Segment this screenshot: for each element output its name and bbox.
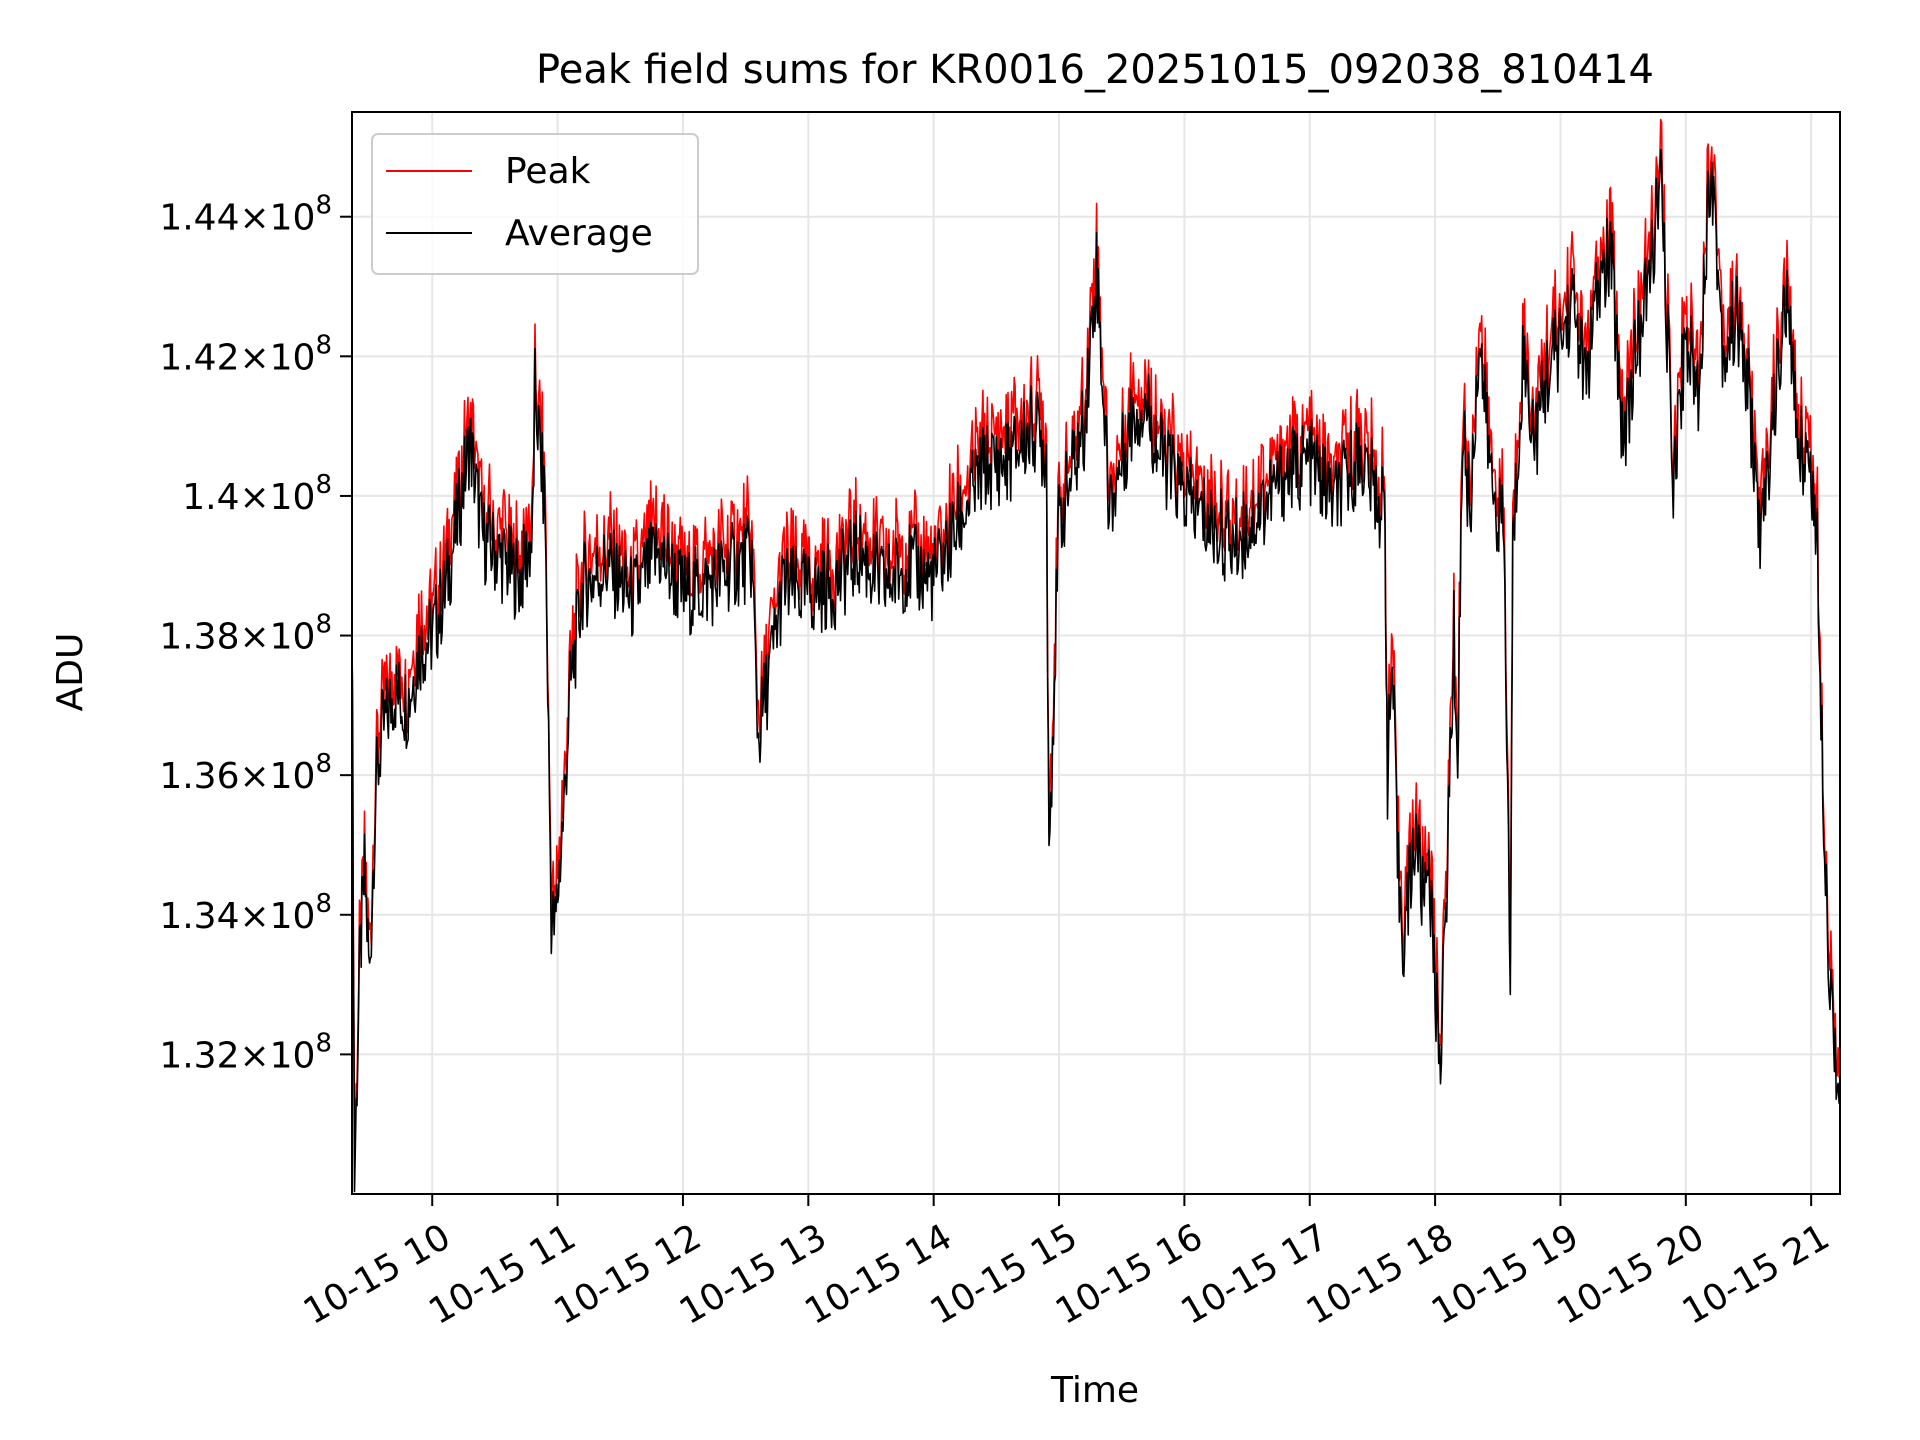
plot-frame	[351, 111, 1841, 1195]
legend-average-label: Average	[505, 213, 653, 254]
y-tick-label: 1.38×108	[159, 610, 332, 658]
series-average-line	[351, 148, 1841, 1193]
y-tick-label: 1.42×108	[159, 330, 332, 378]
chart-title: Peak field sums for KR0016_20251015_0920…	[536, 47, 1654, 93]
legend-peak-label: Peak	[505, 151, 591, 192]
y-tick-label: 1.32×108	[159, 1028, 332, 1076]
grid	[352, 112, 1840, 1194]
x-axis-label: Time	[1050, 1370, 1139, 1411]
y-tick-label: 1.36×108	[159, 749, 332, 797]
legend-box	[371, 133, 699, 275]
y-axis-label: ADU	[50, 633, 91, 712]
y-tick-label: 1.4×108	[182, 470, 332, 518]
y-tick-label: 1.44×108	[159, 191, 332, 239]
y-tick-label: 1.34×108	[159, 889, 332, 937]
series-lines	[351, 118, 1841, 1193]
legend: Peak Average	[371, 133, 699, 275]
